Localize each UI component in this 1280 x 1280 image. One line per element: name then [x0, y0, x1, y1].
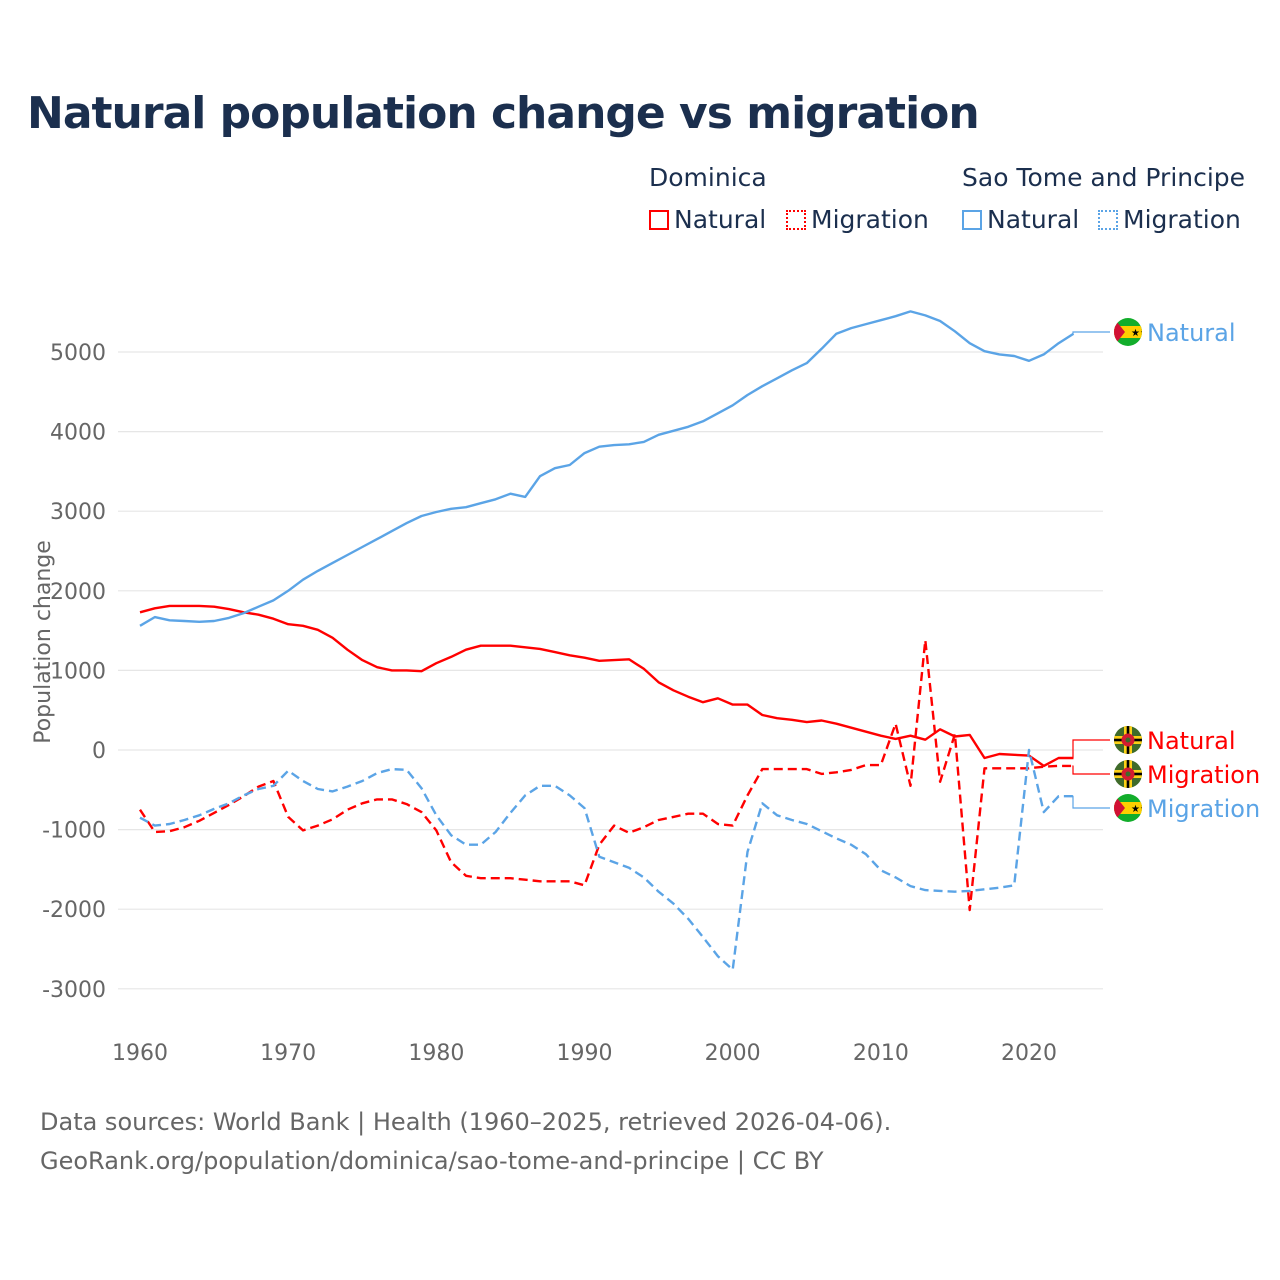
y-tick-label: 2000	[50, 580, 106, 605]
legend-swatch-solid	[962, 209, 982, 230]
series-line-sao-tome-and-principe-natural[interactable]	[139, 310, 1075, 627]
end-label-dominica-natural: Natural	[1147, 727, 1236, 755]
y-tick-label: 0	[92, 739, 106, 764]
x-tick-label: 1970	[260, 1041, 316, 1066]
end-label-connector	[1072, 795, 1110, 809]
y-tick-label: 1000	[50, 659, 106, 684]
line-chart: ★★ -3000-2000-1000010002000300040005000 …	[31, 310, 1260, 1066]
legend-country-label: Sao Tome and Principe	[962, 163, 1246, 192]
y-tick-label: 5000	[50, 341, 106, 366]
end-label-sao-tome-and-principe-migration: Migration	[1147, 795, 1260, 823]
legend-label: Natural	[674, 205, 767, 234]
legend-item-dominica-migration[interactable]: Migration	[786, 205, 929, 234]
end-label-connector	[1072, 331, 1110, 335]
x-tick-label: 2020	[1001, 1041, 1057, 1066]
x-tick-label: 1980	[408, 1041, 464, 1066]
legend-label: Migration	[1123, 205, 1241, 234]
x-tick-label: 2000	[705, 1041, 761, 1066]
legend-dominica: Dominica Natural Migration	[649, 163, 929, 234]
legend-item-stp-migration[interactable]: Migration	[1098, 205, 1241, 234]
end-label-connector	[1072, 765, 1110, 775]
legend-sao-tome: Sao Tome and Principe Natural Migration	[962, 163, 1246, 234]
series-line-dominica-natural[interactable]	[139, 604, 1074, 768]
end-label-sao-tome-and-principe-natural: Natural	[1147, 319, 1236, 347]
x-tick-label: 1990	[557, 1041, 613, 1066]
legend-swatch-solid	[649, 209, 669, 230]
sao-tome-flag-icon	[1113, 793, 1149, 823]
legend-item-stp-natural[interactable]: Natural	[962, 205, 1079, 234]
chart-title: Natural population change vs migration	[27, 88, 980, 139]
footer-url[interactable]: GeoRank.org/population/dominica/sao-tome…	[40, 1147, 824, 1175]
y-tick-label: -2000	[42, 898, 106, 923]
legend-item-dominica-natural[interactable]: Natural	[649, 205, 766, 234]
dominica-flag-icon	[1113, 725, 1143, 755]
legend-country-label: Dominica	[649, 163, 767, 192]
series-line-dominica-migration[interactable]	[139, 639, 1074, 912]
legend-label: Natural	[987, 205, 1080, 234]
y-axis-label: Population change	[31, 540, 56, 744]
y-tick-label: -1000	[42, 819, 106, 844]
end-label-dominica-migration: Migration	[1147, 761, 1260, 789]
y-tick-label: -3000	[42, 978, 106, 1003]
dominica-flag-icon	[1113, 759, 1143, 789]
sao-tome-flag-icon	[1113, 317, 1149, 347]
y-tick-label: 3000	[50, 500, 106, 525]
legend-label: Migration	[811, 205, 929, 234]
legend-swatch-dotted	[1098, 209, 1118, 230]
x-tick-label: 1960	[112, 1041, 168, 1066]
x-tick-label: 2010	[853, 1041, 909, 1066]
end-label-connector	[1072, 739, 1110, 759]
series-line-sao-tome-and-principe-migration[interactable]	[139, 748, 1074, 971]
footer-source: Data sources: World Bank | Health (1960–…	[40, 1108, 892, 1136]
y-tick-label: 4000	[50, 421, 106, 446]
legend-swatch-dotted	[786, 209, 806, 230]
